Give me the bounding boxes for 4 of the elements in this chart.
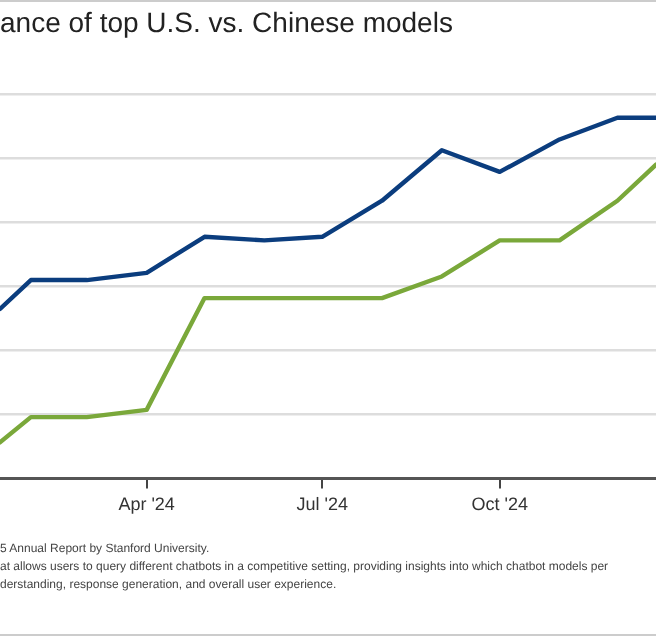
chart-title: ance of top U.S. vs. Chinese models: [0, 6, 453, 38]
x-tick-label: Jul '24: [296, 494, 348, 515]
x-tick-label: Oct '24: [471, 494, 528, 515]
x-tick-label: Apr '24: [118, 494, 175, 515]
